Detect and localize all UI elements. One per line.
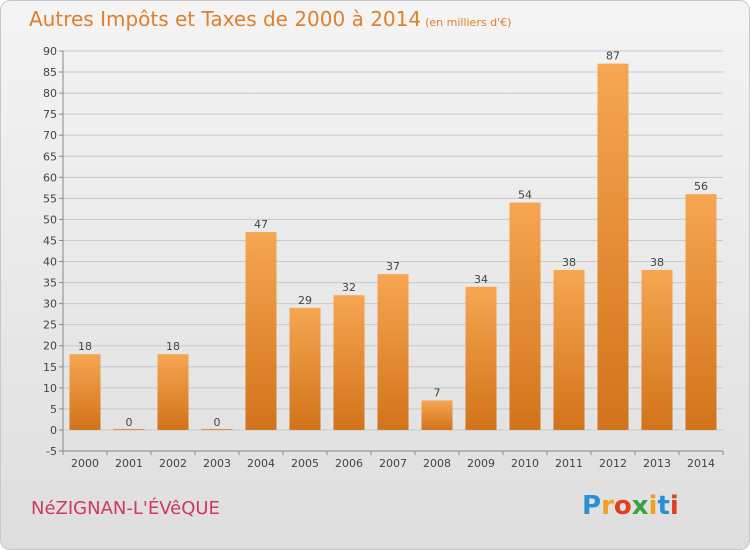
y-tick-label: 85: [43, 66, 57, 79]
x-tick-label: 2009: [467, 457, 495, 470]
proxiti-logo: Proxiti: [582, 491, 679, 521]
logo-letter: P: [582, 491, 602, 521]
x-tick-label: 2013: [643, 457, 671, 470]
y-tick-label: 60: [43, 171, 57, 184]
logo-letter: i: [669, 491, 679, 521]
bar: [157, 354, 189, 430]
chart-unit: (en milliers d'€): [425, 16, 512, 29]
x-tick-label: 2011: [555, 457, 583, 470]
y-tick-label: 10: [43, 382, 57, 395]
y-tick-label: 20: [43, 340, 57, 353]
bar: [289, 307, 321, 430]
logo-letter: r: [601, 491, 614, 521]
y-tick-label: 40: [43, 256, 57, 269]
x-tick-label: 2004: [247, 457, 275, 470]
data-label: 87: [606, 50, 620, 63]
data-label: 56: [694, 180, 708, 193]
y-tick-label: 0: [50, 424, 57, 437]
data-label: 18: [78, 340, 92, 353]
y-tick-label: 45: [43, 234, 57, 247]
x-tick-label: 2012: [599, 457, 627, 470]
y-tick-label: 70: [43, 129, 57, 142]
y-axis: -5 0 5 10 15 20 25 30 35 40 45 50 55 60 65 70 75 80 85 90: [43, 45, 64, 458]
y-tick-label: 80: [43, 87, 57, 100]
bar: [245, 232, 277, 430]
bar: [421, 400, 453, 430]
logo-letter: t: [657, 491, 670, 521]
y-tick-label: 65: [43, 150, 57, 163]
data-label: 38: [562, 256, 576, 269]
logo-letter: o: [613, 491, 632, 521]
bar: [553, 269, 585, 430]
chart-title-text: Autres Impôts et Taxes de 2000 à 2014: [29, 7, 422, 31]
data-label: 18: [166, 340, 180, 353]
bar: [465, 286, 497, 430]
x-tick-label: 2007: [379, 457, 407, 470]
x-tick-label: 2014: [687, 457, 715, 470]
bar: [377, 274, 409, 430]
y-tick-label: 50: [43, 213, 57, 226]
x-tick-label: 2001: [115, 457, 143, 470]
logo-letter: x: [631, 491, 649, 521]
y-tick-label: -5: [46, 445, 57, 458]
bar: [201, 428, 233, 430]
data-label: 38: [650, 256, 664, 269]
y-tick-label: 25: [43, 319, 57, 332]
y-tick-label: 90: [43, 45, 57, 58]
x-tick-label: 2008: [423, 457, 451, 470]
x-tick-label: 2006: [335, 457, 363, 470]
bar: [113, 428, 145, 430]
y-tick-label: 30: [43, 298, 57, 311]
x-tick-label: 2000: [71, 457, 99, 470]
y-tick-label: 55: [43, 192, 57, 205]
chart-title: Autres Impôts et Taxes de 2000 à 2014 (en…: [29, 7, 511, 31]
y-tick-label: 35: [43, 277, 57, 290]
data-label: 7: [434, 386, 441, 399]
bar: [597, 63, 629, 430]
data-label: 47: [254, 218, 268, 231]
y-tick-label: 15: [43, 361, 57, 374]
y-tick-label: 75: [43, 108, 57, 121]
bar: [333, 295, 365, 430]
data-label: 37: [386, 260, 400, 273]
data-label: 34: [474, 273, 488, 286]
x-tick-label: 2005: [291, 457, 319, 470]
data-label: 29: [298, 294, 312, 307]
y-tick-label: 5: [50, 403, 57, 416]
data-label: 0: [126, 416, 133, 429]
bar: [509, 202, 541, 430]
data-label: 0: [214, 416, 221, 429]
data-label: 54: [518, 189, 532, 202]
logo-letter: i: [648, 491, 658, 521]
bar: [685, 194, 717, 430]
bars: 18 0 18 0 47 29 32 37 7 34 54 38 87 38 56: [69, 50, 717, 430]
bar: [641, 269, 673, 430]
x-tick-label: 2003: [203, 457, 231, 470]
commune-name: NéZIGNAN-L'ÉVêQUE: [31, 498, 220, 519]
x-tick-label: 2002: [159, 457, 187, 470]
x-tick-label: 2010: [511, 457, 539, 470]
data-label: 32: [342, 281, 356, 294]
bar: [69, 354, 101, 430]
x-axis: 2000 2001 2002 2003 2004 2005 2006 2007 2008 2009…: [62, 450, 724, 470]
